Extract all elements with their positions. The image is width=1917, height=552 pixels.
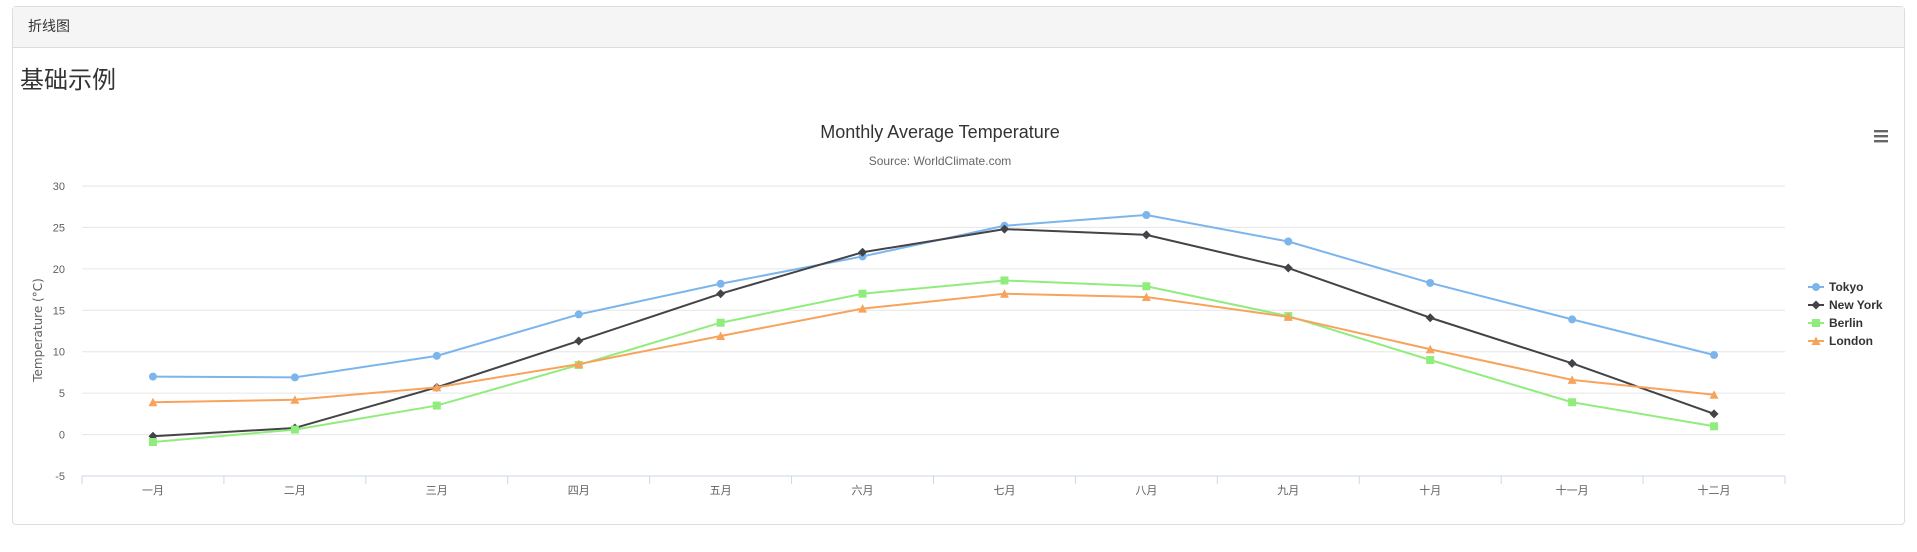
data-point-tokyo	[290, 373, 299, 382]
x-tick-label: 四月	[568, 484, 590, 497]
data-point-berlin	[1710, 422, 1719, 431]
series-new-york	[148, 224, 1719, 441]
data-point-berlin	[716, 318, 725, 327]
data-point-london	[1709, 390, 1719, 399]
chart-title: Monthly Average Temperature	[820, 122, 1059, 142]
series-line-london	[151, 292, 1716, 404]
series-line-berlin	[151, 279, 1716, 444]
data-point-new-york	[1141, 230, 1151, 240]
legend-item-london[interactable]: London	[1808, 334, 1873, 348]
data-point-new-york	[716, 289, 726, 299]
data-point-berlin	[858, 289, 867, 298]
data-point-tokyo	[148, 372, 157, 381]
data-point-berlin	[290, 425, 299, 434]
hamburger-menu-icon[interactable]	[1868, 126, 1894, 148]
data-point-tokyo	[574, 310, 583, 319]
data-point-berlin	[148, 438, 157, 447]
y-axis-label: Temperature (°C)	[31, 278, 45, 383]
data-point-new-york	[858, 247, 868, 257]
data-point-new-york	[1709, 409, 1719, 419]
data-point-tokyo	[1710, 351, 1719, 360]
data-point-london	[1425, 344, 1435, 354]
data-point-london	[716, 331, 726, 340]
data-point-tokyo	[432, 351, 441, 360]
legend-item-tokyo[interactable]: Tokyo	[1808, 280, 1863, 294]
data-point-london	[148, 397, 158, 407]
data-point-berlin	[1142, 282, 1151, 291]
x-tick-label: 一月	[142, 484, 164, 497]
legend-marker-tokyo	[1812, 283, 1820, 291]
x-tick-label: 七月	[993, 484, 1015, 497]
data-point-tokyo	[1284, 237, 1293, 246]
data-point-london	[858, 304, 868, 313]
data-point-london	[574, 359, 584, 369]
x-tick-label: 六月	[852, 484, 874, 497]
x-tick-label: 十月	[1419, 483, 1441, 497]
data-point-new-york	[999, 224, 1009, 234]
panel-heading: 折线图	[13, 7, 1904, 48]
y-tick-label: -5	[55, 471, 65, 483]
data-point-berlin	[432, 401, 441, 410]
y-tick-label: 30	[53, 181, 65, 193]
data-point-berlin	[1568, 398, 1577, 407]
data-point-tokyo	[1426, 278, 1435, 287]
legend-label-berlin: Berlin	[1829, 316, 1863, 330]
series-tokyo	[148, 211, 1719, 382]
data-point-new-york	[1425, 313, 1435, 323]
x-tick-label: 十二月	[1698, 483, 1731, 497]
legend-label-tokyo: Tokyo	[1829, 280, 1863, 294]
x-tick-label: 五月	[710, 484, 732, 497]
data-point-london	[1283, 312, 1293, 321]
legend-marker-new-york	[1811, 300, 1821, 310]
legend-label-new-york: New York	[1829, 298, 1883, 312]
series-line-new-york	[151, 228, 1716, 438]
x-tick-label: 二月	[284, 484, 306, 497]
legend-label-london: London	[1829, 334, 1873, 348]
data-point-london	[432, 382, 442, 392]
data-point-berlin	[1000, 276, 1009, 285]
x-tick-label: 三月	[426, 484, 448, 497]
data-point-tokyo	[1568, 315, 1577, 324]
legend-marker-london	[1811, 336, 1821, 345]
y-tick-label: 25	[53, 222, 65, 234]
y-tick-label: 20	[53, 264, 65, 276]
chart-panel: 折线图	[12, 6, 1905, 525]
legend-marker-berlin	[1812, 319, 1820, 327]
data-point-berlin	[1426, 356, 1435, 364]
section-title: 基础示例	[20, 66, 116, 94]
x-tick-label: 九月	[1277, 484, 1299, 497]
series-berlin	[148, 276, 1719, 447]
chart-subtitle: Source: WorldClimate.com	[869, 154, 1012, 168]
series-london	[148, 289, 1719, 407]
series-line-tokyo	[151, 214, 1716, 379]
y-tick-label: 15	[53, 305, 65, 317]
data-point-tokyo	[716, 279, 725, 288]
data-point-tokyo	[1142, 211, 1151, 219]
data-point-london	[999, 289, 1009, 298]
y-tick-label: 10	[53, 347, 65, 359]
y-tick-label: 0	[59, 430, 65, 442]
data-point-london	[1567, 375, 1577, 384]
x-tick-label: 十一月	[1556, 483, 1589, 497]
legend-item-new-york[interactable]: New York	[1808, 298, 1883, 312]
legend-item-berlin[interactable]: Berlin	[1808, 316, 1863, 330]
data-point-london	[290, 395, 300, 404]
data-point-new-york	[1567, 358, 1577, 368]
x-tick-label: 八月	[1135, 484, 1157, 497]
data-point-london	[1141, 292, 1151, 302]
y-tick-label: 5	[59, 388, 65, 400]
data-point-new-york	[574, 336, 584, 346]
data-point-new-york	[1283, 263, 1293, 273]
